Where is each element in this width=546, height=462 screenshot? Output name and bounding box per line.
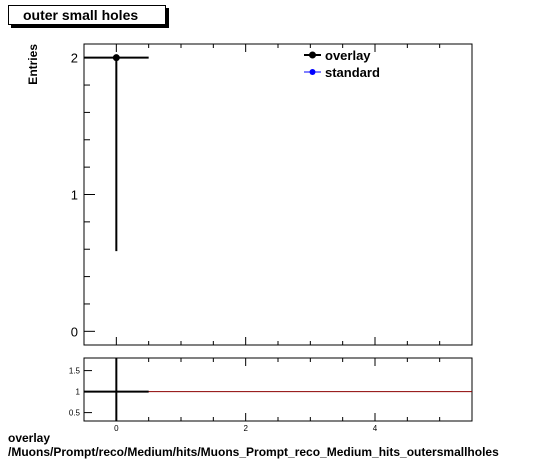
y-tick-label: 0 [71,324,78,339]
y-tick-label: 2 [71,51,78,66]
x-tick-label: 4 [373,424,378,433]
x-tick-label: 2 [243,424,248,433]
ratio-plot-frame [83,357,473,422]
legend-overlay-marker [309,51,316,59]
y-axis-label: Entries [26,44,40,85]
ratio-y-tick-label: 1 [76,388,81,397]
overlay-point [112,54,120,62]
ratio-y-tick-label: 1.5 [69,367,81,376]
plot-title: outer small holes [23,7,139,23]
caption-path: /Muons/Prompt/reco/Medium/hits/Muons_Pro… [8,445,499,459]
main-plot-frame [83,43,473,346]
legend-standard-label: standard [325,65,380,80]
caption-line1: overlay [8,431,51,445]
legend-standard-marker [309,69,316,75]
ratio-y-tick-label: 0.5 [69,409,81,418]
legend-overlay-label: overlay [325,48,371,63]
y-tick-label: 1 [71,188,78,203]
title-box: outer small holes [8,5,166,25]
x-tick-label: 0 [114,424,119,433]
